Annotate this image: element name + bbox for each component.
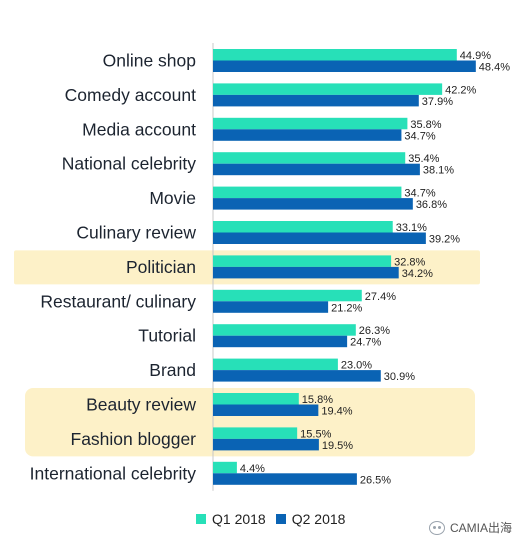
bar-q2-culinary-review bbox=[213, 232, 426, 244]
category-label-brand: Brand bbox=[149, 360, 196, 380]
wechat-icon bbox=[428, 520, 445, 535]
watermark-text: CAMIA出海 bbox=[449, 521, 512, 535]
bar-q1-international-celebrity bbox=[213, 461, 237, 474]
value-label-q1-online-shop: 44.9% bbox=[460, 50, 491, 62]
value-label-q1-culinary-review: 33.1% bbox=[396, 222, 427, 234]
value-label-q1-restaurant-culinary: 27.4% bbox=[365, 291, 396, 303]
value-label-q2-brand: 30.9% bbox=[384, 371, 415, 383]
bar-q2-media-account bbox=[213, 129, 402, 141]
value-label-q2-restaurant-culinary: 21.2% bbox=[331, 302, 362, 314]
bar-q1-beauty-review bbox=[213, 393, 299, 405]
labels-group: 44.9%48.4% Online shop 42.2%37.9% Comedy ac… bbox=[30, 50, 511, 486]
value-label-q1-movie: 34.7% bbox=[404, 188, 435, 200]
legend-item-q1: Q1 2018 bbox=[196, 511, 266, 527]
bar-q2-online-shop bbox=[213, 60, 476, 72]
value-label-q1-fashion-blogger: 15.5% bbox=[300, 428, 331, 440]
bar-q2-comedy-account bbox=[213, 94, 419, 107]
value-label-q2-tutorial: 24.7% bbox=[350, 337, 381, 349]
bar-q2-politician bbox=[213, 266, 399, 279]
bar-q1-politician bbox=[213, 255, 392, 267]
bar-q2-brand bbox=[213, 370, 381, 382]
category-label-restaurant-culinary: Restaurant/ culinary bbox=[40, 291, 196, 311]
legend: Q1 2018 Q2 2018 bbox=[196, 511, 345, 527]
value-label-q2-culinary-review: 39.2% bbox=[429, 234, 460, 246]
bar-q1-fashion-blogger bbox=[213, 427, 298, 439]
value-label-q2-politician: 34.2% bbox=[402, 268, 433, 280]
value-label-q1-tutorial: 26.3% bbox=[359, 325, 390, 337]
bar-q1-restaurant-culinary bbox=[213, 289, 362, 302]
category-label-culinary-review: Culinary review bbox=[76, 223, 196, 243]
bar-q2-international-celebrity bbox=[213, 473, 357, 485]
category-label-tutorial: Tutorial bbox=[138, 326, 196, 346]
legend-swatch-q1 bbox=[196, 514, 206, 524]
value-label-q1-media-account: 35.8% bbox=[410, 119, 441, 131]
legend-swatch-q2 bbox=[275, 514, 286, 524]
legend-item-q2: Q2 2018 bbox=[275, 511, 346, 527]
value-label-q2-online-shop: 48.4% bbox=[479, 62, 510, 74]
category-label-national-celebrity: National celebrity bbox=[62, 154, 196, 174]
category-label-comedy-account: Comedy account bbox=[65, 85, 196, 105]
category-label-movie: Movie bbox=[149, 188, 196, 208]
value-label-q2-media-account: 34.7% bbox=[404, 130, 435, 142]
value-label-q2-beauty-review: 19.4% bbox=[321, 406, 352, 418]
category-label-fashion-blogger: Fashion blogger bbox=[71, 429, 197, 449]
highlight-band-beauty-review bbox=[25, 388, 475, 457]
category-label-international-celebrity: International celebrity bbox=[30, 463, 197, 483]
value-label-q1-comedy-account: 42.2% bbox=[445, 84, 476, 96]
value-label-q1-international-celebrity: 4.4% bbox=[240, 463, 265, 475]
bar-q1-movie bbox=[213, 186, 402, 199]
bar-q1-national-celebrity bbox=[213, 152, 406, 164]
bar-q2-restaurant-culinary bbox=[213, 301, 329, 313]
bar-q1-media-account bbox=[213, 117, 408, 130]
bars-group bbox=[213, 49, 476, 485]
category-label-beauty-review: Beauty review bbox=[86, 395, 196, 415]
bar-q1-brand bbox=[213, 358, 338, 371]
value-label-q2-comedy-account: 37.9% bbox=[422, 96, 453, 108]
value-label-q2-national-celebrity: 38.1% bbox=[423, 165, 454, 177]
value-label-q2-international-celebrity: 26.5% bbox=[360, 474, 391, 486]
value-label-q1-national-celebrity: 35.4% bbox=[408, 153, 439, 165]
value-label-q1-beauty-review: 15.8% bbox=[302, 394, 333, 406]
bar-q2-fashion-blogger bbox=[213, 438, 319, 451]
watermark: CAMIA出海 bbox=[428, 519, 512, 536]
category-label-politician: Politician bbox=[126, 257, 196, 277]
bar-q2-tutorial bbox=[213, 335, 348, 348]
bar-q2-national-celebrity bbox=[213, 163, 420, 176]
bar-q1-comedy-account bbox=[213, 83, 443, 95]
value-label-q2-fashion-blogger: 19.5% bbox=[322, 440, 353, 452]
bar-q2-movie bbox=[213, 198, 413, 210]
bar-q1-culinary-review bbox=[213, 221, 393, 233]
category-label-online-shop: Online shop bbox=[103, 51, 196, 71]
bar-q1-online-shop bbox=[213, 49, 457, 61]
bar-q2-beauty-review bbox=[213, 404, 319, 416]
value-label-q1-politician: 32.8% bbox=[394, 256, 425, 268]
value-label-q2-movie: 36.8% bbox=[416, 199, 447, 211]
value-label-q1-brand: 23.0% bbox=[341, 360, 372, 372]
category-label-media-account: Media account bbox=[82, 119, 196, 139]
bar-q1-tutorial bbox=[213, 324, 356, 336]
highlight-bands bbox=[14, 250, 480, 457]
legend-label-q2: Q2 2018 bbox=[291, 511, 346, 527]
legend-label-q1: Q1 2018 bbox=[212, 511, 266, 527]
